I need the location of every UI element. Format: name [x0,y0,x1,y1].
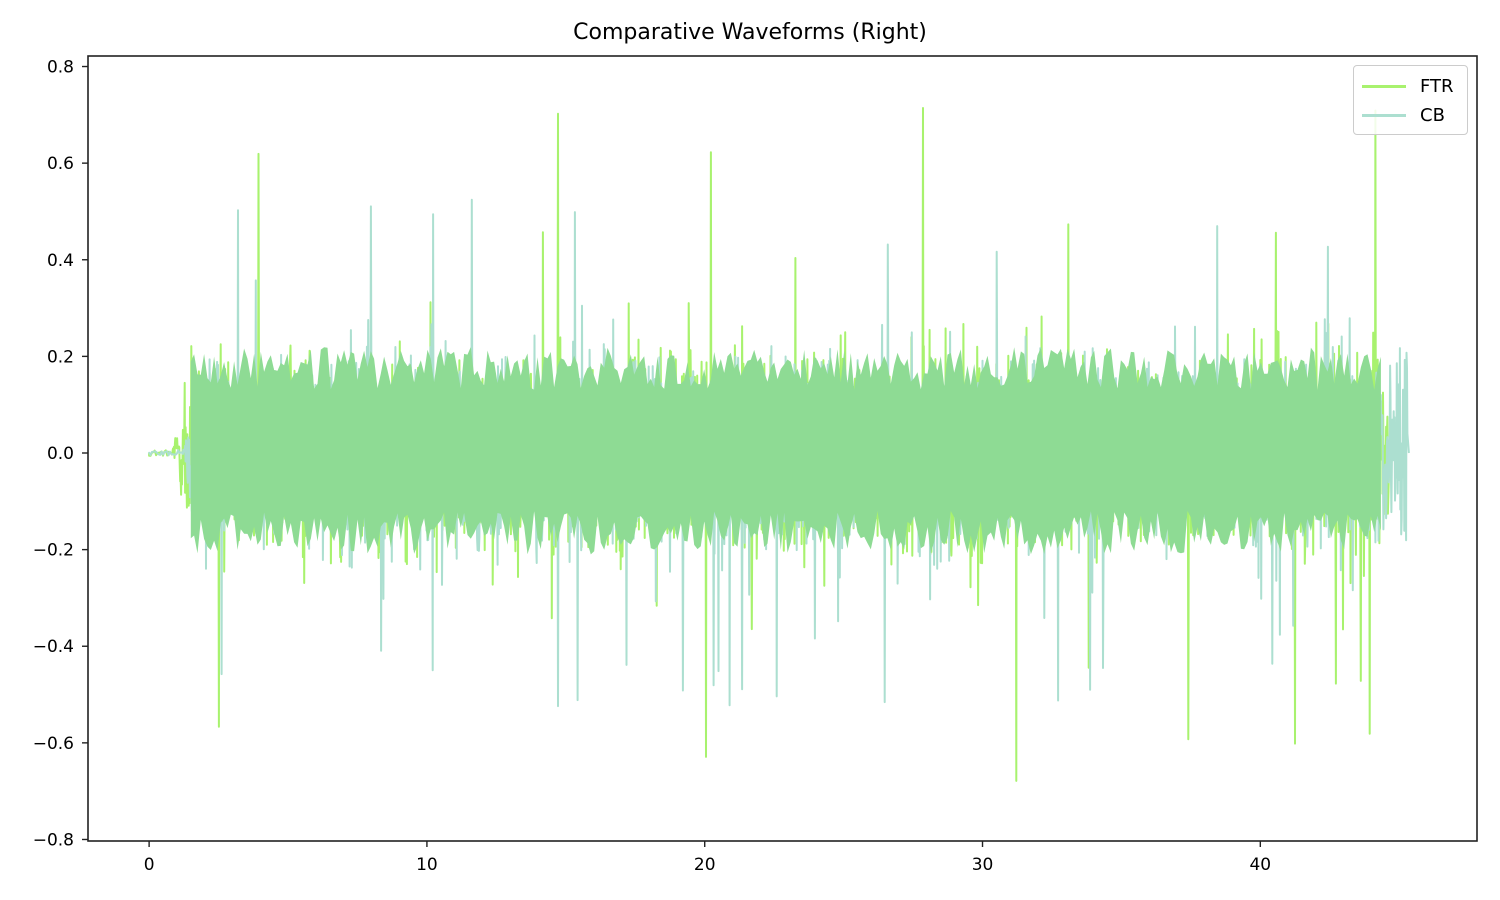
y-tick-label: 0.0 [47,444,74,464]
x-tick-label: 10 [416,855,438,875]
y-axis: 0.8 0.6 0.4 0.2 0.0 −0.2 −0.4 −0.6 −0.8 [33,58,88,850]
waveform-overlap-band [190,346,1381,555]
y-tick-label: −0.8 [33,830,74,850]
legend-line-icon [1362,113,1406,117]
y-tick-label: 0.6 [47,154,74,174]
legend-item-ftr: FTR [1362,74,1454,98]
legend-item-cb: CB [1362,103,1445,127]
y-tick-label: 0.4 [47,251,74,271]
y-tick-label: −0.6 [33,734,74,754]
legend-label: FTR [1420,75,1454,97]
waveform-series [148,107,1410,782]
y-tick-label: 0.2 [47,347,74,367]
legend-label: CB [1420,104,1445,126]
legend: FTR CB [1353,65,1468,135]
axes-frame [87,55,1478,842]
x-tick-label: 20 [694,855,716,875]
y-tick-label: 0.8 [47,58,74,78]
x-tick-label: 40 [1249,855,1271,875]
y-tick-label: −0.4 [33,637,74,657]
x-tick-label: 30 [972,855,994,875]
x-axis: 0 10 20 30 40 [144,841,1271,875]
y-tick-label: −0.2 [33,541,74,561]
chart-title: Comparative Waveforms (Right) [573,20,927,45]
x-tick-label: 0 [144,855,155,875]
legend-line-icon [1362,84,1406,88]
